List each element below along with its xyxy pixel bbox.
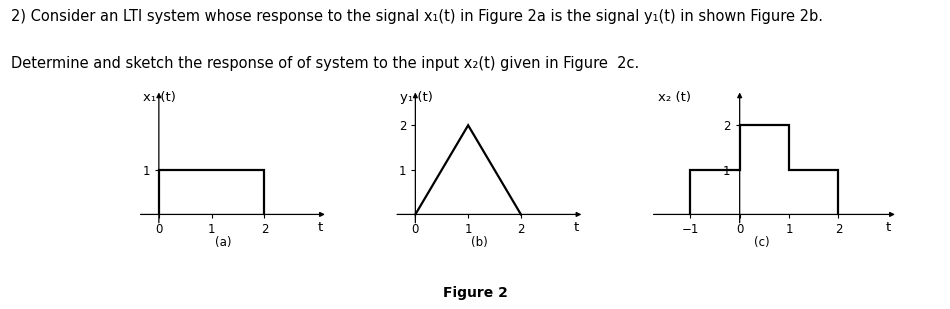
Text: Figure 2: Figure 2 <box>443 286 507 300</box>
Text: (a): (a) <box>215 236 232 249</box>
Text: (b): (b) <box>471 236 488 249</box>
Text: t: t <box>574 221 580 234</box>
Text: y₁ (t): y₁ (t) <box>400 91 433 104</box>
Text: (c): (c) <box>754 236 770 249</box>
Text: 2) Consider an LTI system whose response to the signal x₁(t) in Figure 2a is the: 2) Consider an LTI system whose response… <box>11 9 824 24</box>
Text: t: t <box>885 221 890 234</box>
Text: Determine and sketch the response of of system to the input x₂(t) given in Figur: Determine and sketch the response of of … <box>11 56 639 71</box>
Text: x₂ (t): x₂ (t) <box>658 91 692 104</box>
Text: x₁ (t): x₁ (t) <box>143 91 177 104</box>
Text: t: t <box>317 221 323 234</box>
